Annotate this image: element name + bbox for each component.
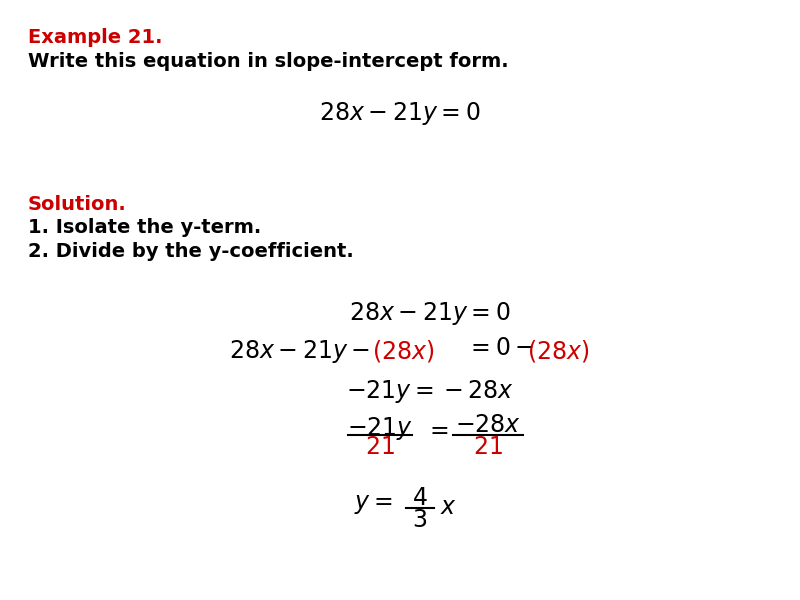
Text: $28x-21y=0$: $28x-21y=0$ — [350, 300, 510, 327]
Text: $-28x$: $-28x$ — [455, 415, 521, 437]
Text: Write this equation in slope-intercept form.: Write this equation in slope-intercept f… — [28, 52, 509, 71]
Text: $-21y$: $-21y$ — [347, 415, 413, 442]
Text: $-21y=-28x$: $-21y=-28x$ — [346, 378, 514, 405]
Text: Example 21.: Example 21. — [28, 28, 162, 47]
Text: Solution.: Solution. — [28, 195, 126, 214]
Text: $4$: $4$ — [412, 488, 428, 510]
Text: $21$: $21$ — [473, 437, 503, 459]
Text: $=$: $=$ — [425, 420, 449, 442]
Text: $28x-21y=0$: $28x-21y=0$ — [319, 100, 481, 127]
Text: 1. Isolate the y-term.: 1. Isolate the y-term. — [28, 218, 262, 237]
Text: $y=$: $y=$ — [354, 493, 392, 516]
Text: $x$: $x$ — [440, 498, 457, 520]
Text: $=0-$: $=0-$ — [466, 338, 534, 360]
Text: $(28x)$: $(28x)$ — [527, 338, 590, 364]
Text: $21$: $21$ — [365, 437, 395, 459]
Text: $3$: $3$ — [413, 510, 427, 532]
Text: 2. Divide by the y-coefficient.: 2. Divide by the y-coefficient. — [28, 242, 354, 261]
Text: $(28x)$: $(28x)$ — [372, 338, 434, 364]
Text: $28x-21y-$: $28x-21y-$ — [229, 338, 370, 365]
